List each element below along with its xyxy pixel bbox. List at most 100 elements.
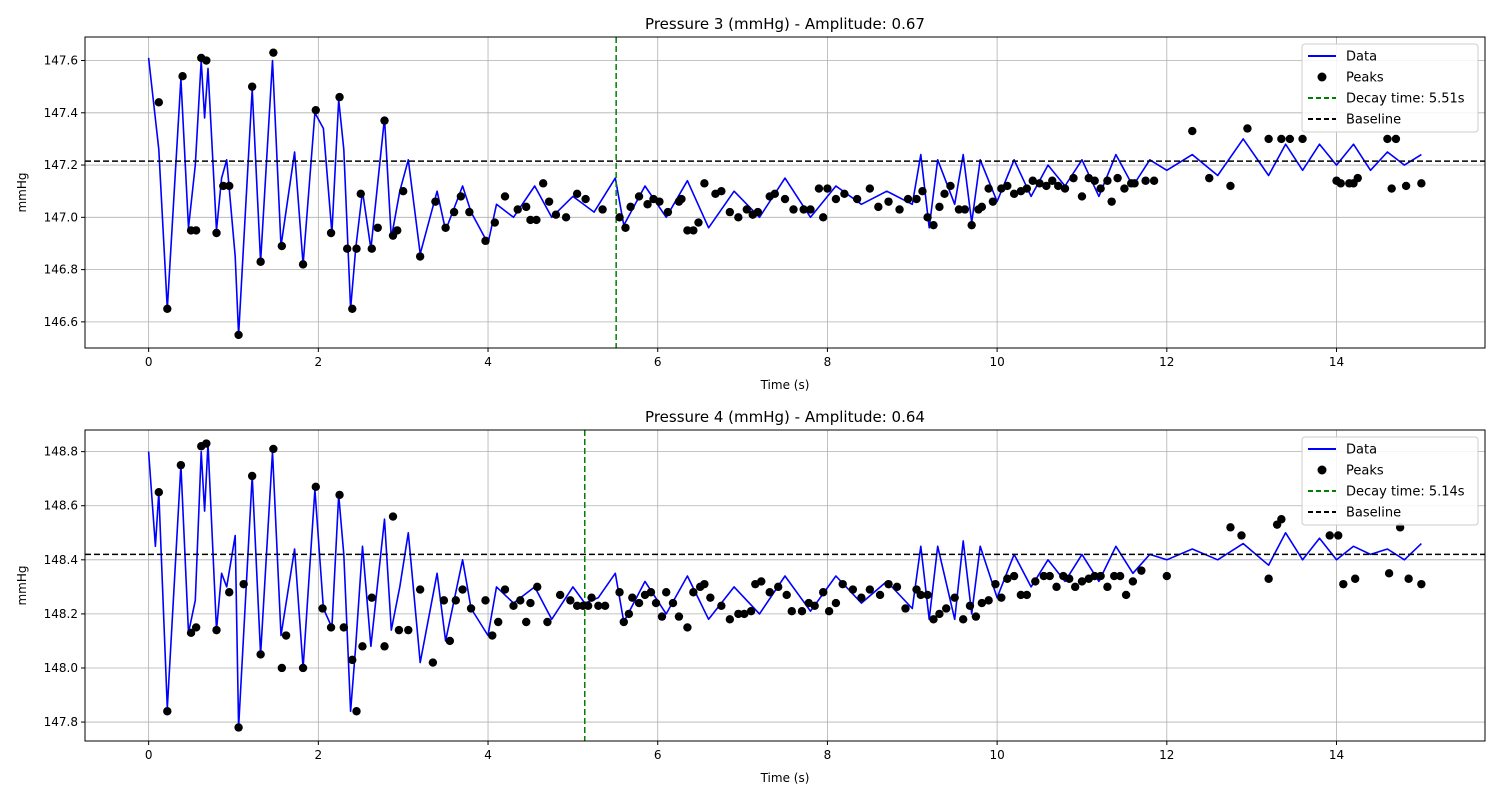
- peak-marker: [335, 490, 344, 500]
- legend-data-label: Data: [1346, 443, 1377, 458]
- peak-marker: [1090, 176, 1099, 185]
- peak-marker: [1149, 176, 1159, 185]
- peak-marker: [269, 48, 278, 57]
- legend-decay-time-label: Decay time: 5.51s: [1346, 92, 1465, 107]
- peak-marker: [269, 444, 278, 454]
- peak-marker: [1070, 582, 1080, 592]
- peak-marker: [757, 577, 766, 586]
- x-axis-label: Time (s): [760, 771, 810, 785]
- peak-marker: [1383, 134, 1392, 144]
- peak-marker: [1137, 566, 1146, 575]
- peak-marker: [895, 205, 904, 214]
- peak-marker: [404, 625, 413, 635]
- chart-title: Pressure 4 (mmHg) - Amplitude: 0.64: [645, 408, 925, 426]
- peak-marker: [1009, 189, 1019, 199]
- peak-marker: [186, 628, 196, 638]
- y-tick-label: 147.0: [44, 210, 78, 224]
- peak-marker: [398, 186, 408, 196]
- legend-peaks-label: Peaks: [1346, 71, 1384, 86]
- y-axis-label: mmHg: [15, 172, 29, 212]
- peak-marker: [239, 579, 248, 589]
- peak-marker: [615, 588, 624, 597]
- peak-marker: [831, 194, 841, 204]
- peak-marker: [746, 606, 756, 616]
- peak-marker: [770, 189, 780, 199]
- peak-marker: [689, 226, 698, 235]
- peak-marker: [663, 207, 673, 217]
- peak-marker: [740, 609, 749, 619]
- peak-marker: [725, 207, 735, 217]
- peak-marker: [543, 617, 552, 627]
- peak-marker: [1401, 181, 1411, 191]
- peak-marker: [865, 184, 875, 193]
- y-tick-label: 148.6: [44, 499, 78, 513]
- peak-marker: [1077, 577, 1087, 586]
- peak-marker: [787, 606, 796, 616]
- peak-marker: [824, 606, 834, 616]
- peak-marker: [522, 617, 531, 627]
- peak-marker: [901, 604, 910, 613]
- peak-marker: [903, 194, 913, 204]
- peak-marker: [717, 186, 726, 196]
- peak-marker: [393, 226, 402, 235]
- x-tick-label: 6: [654, 355, 662, 369]
- peak-marker: [1028, 176, 1037, 185]
- peak-marker: [494, 617, 503, 627]
- peak-marker: [532, 215, 541, 225]
- peak-marker: [1045, 571, 1054, 581]
- peak-marker: [734, 609, 743, 619]
- peak-marker: [1243, 124, 1252, 133]
- peak-marker: [342, 244, 352, 253]
- peak-marker: [977, 598, 987, 608]
- peak-marker: [615, 213, 624, 222]
- peak-marker: [668, 598, 678, 608]
- peak-marker: [456, 192, 466, 201]
- peak-marker: [865, 585, 875, 594]
- peak-marker: [1103, 176, 1112, 185]
- y-tick-label: 148.8: [44, 445, 78, 459]
- x-tick-label: 0: [145, 355, 153, 369]
- peak-marker: [848, 585, 858, 594]
- peak-marker: [1103, 582, 1112, 592]
- peak-marker: [561, 213, 571, 222]
- data-series-line: [147, 442, 1422, 729]
- axes-frame: [84, 429, 1486, 742]
- peak-marker: [481, 596, 490, 605]
- peak-marker: [583, 601, 593, 610]
- peak-marker: [780, 194, 790, 204]
- peak-marker: [356, 189, 365, 199]
- peak-marker: [572, 601, 582, 610]
- peak-marker: [1035, 179, 1044, 188]
- peak-marker: [348, 304, 357, 313]
- peak-marker: [1090, 571, 1099, 581]
- peak-marker: [977, 202, 987, 212]
- legend-baseline-label: Baseline: [1346, 506, 1401, 521]
- peak-marker: [929, 615, 938, 624]
- peak-marker: [1334, 531, 1343, 540]
- legend-peaks-label: Peaks: [1346, 464, 1384, 479]
- peak-marker: [954, 205, 964, 214]
- peak-marker: [838, 579, 847, 589]
- peak-marker: [643, 200, 652, 209]
- peak-marker: [651, 598, 661, 608]
- peak-marker: [318, 604, 327, 613]
- peak-marker: [225, 181, 234, 191]
- peak-marker: [1285, 134, 1295, 144]
- peak-marker: [1110, 571, 1119, 581]
- peak-marker: [1384, 569, 1394, 578]
- peak-marker: [380, 116, 389, 125]
- peak-marker: [388, 512, 398, 521]
- plot-area: [85, 430, 1485, 741]
- peak-marker: [765, 588, 774, 597]
- peak-marker: [1417, 179, 1426, 188]
- peak-marker: [1022, 184, 1032, 193]
- peak-marker: [689, 588, 698, 597]
- legend-data-label: Data: [1346, 50, 1377, 65]
- peak-marker: [984, 596, 993, 605]
- peak-marker: [225, 588, 234, 597]
- peak-marker: [806, 205, 815, 214]
- y-tick-label: 148.4: [44, 553, 78, 567]
- peak-marker: [984, 184, 993, 193]
